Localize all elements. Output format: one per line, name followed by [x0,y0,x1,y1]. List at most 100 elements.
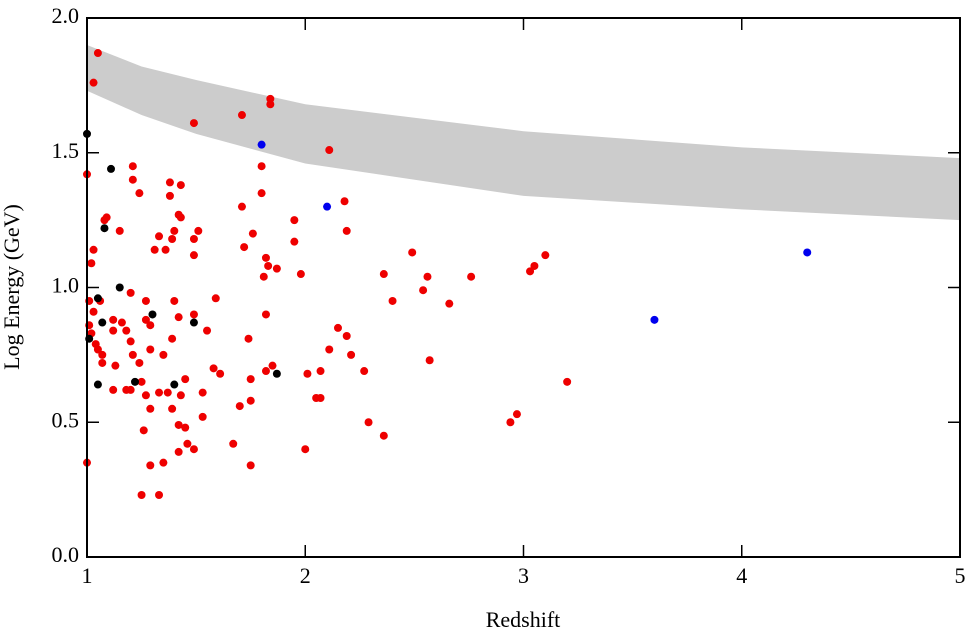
point [98,358,107,367]
point [135,358,144,367]
point [323,202,332,211]
point [272,264,281,273]
point [290,237,299,246]
point [141,296,150,305]
point [98,318,107,327]
point [316,393,325,402]
x-tick-label: 5 [955,563,966,588]
point [248,229,257,238]
point [100,224,109,233]
point [128,175,137,184]
band [87,44,960,221]
point [137,377,146,386]
point [379,270,388,279]
point [347,350,356,359]
point [170,226,179,235]
point [128,350,137,359]
point [342,226,351,235]
point [194,226,203,235]
point [388,296,397,305]
point [360,367,369,376]
point [240,243,249,252]
x-tick-label: 3 [518,563,529,588]
point [342,332,351,341]
point [216,369,225,378]
y-tick-label: 2.0 [52,3,80,28]
point [170,380,179,389]
point [137,491,146,500]
point [209,364,218,373]
point [126,337,135,346]
point [174,447,183,456]
point [512,410,521,419]
point [155,491,164,500]
point [211,294,220,303]
point [122,326,131,335]
point [467,272,476,281]
point [506,418,515,427]
point [126,288,135,297]
point [107,164,116,173]
point [146,345,155,354]
point [408,248,417,257]
point [419,286,428,295]
point [530,261,539,270]
point [379,431,388,440]
point [168,234,177,243]
point [176,181,185,190]
point [290,216,299,225]
point [163,388,172,397]
point [257,162,266,171]
point [98,350,107,359]
point [261,253,270,262]
point [198,412,207,421]
point [650,315,659,324]
point [257,140,266,149]
point [340,197,349,206]
y-tick-label: 1.5 [52,138,80,163]
point [257,189,266,198]
point [135,189,144,198]
point [122,385,131,394]
point [168,404,177,413]
point [148,310,157,319]
point [170,296,179,305]
point [244,334,253,343]
point [237,202,246,211]
point [189,251,198,260]
point [259,272,268,281]
point [89,78,98,87]
point [165,178,174,187]
point [93,49,102,58]
point [325,345,334,354]
point [181,423,190,432]
point [364,418,373,427]
point [268,361,277,370]
point [155,388,164,397]
point [109,315,118,324]
point [189,119,198,128]
point [93,380,102,389]
point [235,402,244,411]
y-tick-label: 0.0 [52,542,80,567]
plot-area [83,44,960,500]
point [150,245,159,254]
point [563,377,572,386]
x-tick-label: 2 [300,563,311,588]
y-axis-label: Log Energy (GeV) [0,204,24,370]
point [139,426,148,435]
point [115,226,124,235]
point [181,375,190,384]
point [159,350,168,359]
point [296,270,305,279]
point [237,111,246,120]
point [264,261,273,270]
x-axis-label: Redshift [486,607,561,632]
point [266,94,275,103]
point [203,326,212,335]
point [89,307,98,316]
point [198,388,207,397]
point [131,377,140,386]
point [541,251,550,260]
